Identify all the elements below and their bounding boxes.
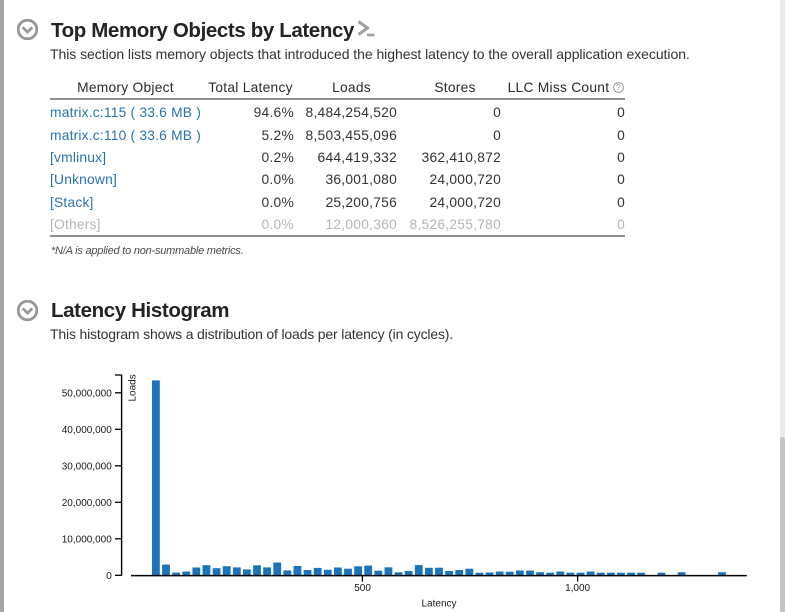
svg-text:30,000,000: 30,000,000 bbox=[62, 461, 112, 472]
svg-text:Loads: Loads bbox=[128, 374, 139, 401]
svg-text:?: ? bbox=[617, 83, 622, 92]
svg-text:40,000,000: 40,000,000 bbox=[62, 425, 112, 436]
svg-text:10,000,000: 10,000,000 bbox=[62, 534, 112, 545]
svg-text:20,000,000: 20,000,000 bbox=[62, 498, 112, 509]
svg-text:50,000,000: 50,000,000 bbox=[62, 388, 112, 399]
svg-text:500: 500 bbox=[354, 583, 371, 594]
svg-text:1,000: 1,000 bbox=[565, 583, 590, 594]
svg-text:0: 0 bbox=[106, 571, 112, 582]
svg-text:Latency: Latency bbox=[421, 599, 456, 610]
